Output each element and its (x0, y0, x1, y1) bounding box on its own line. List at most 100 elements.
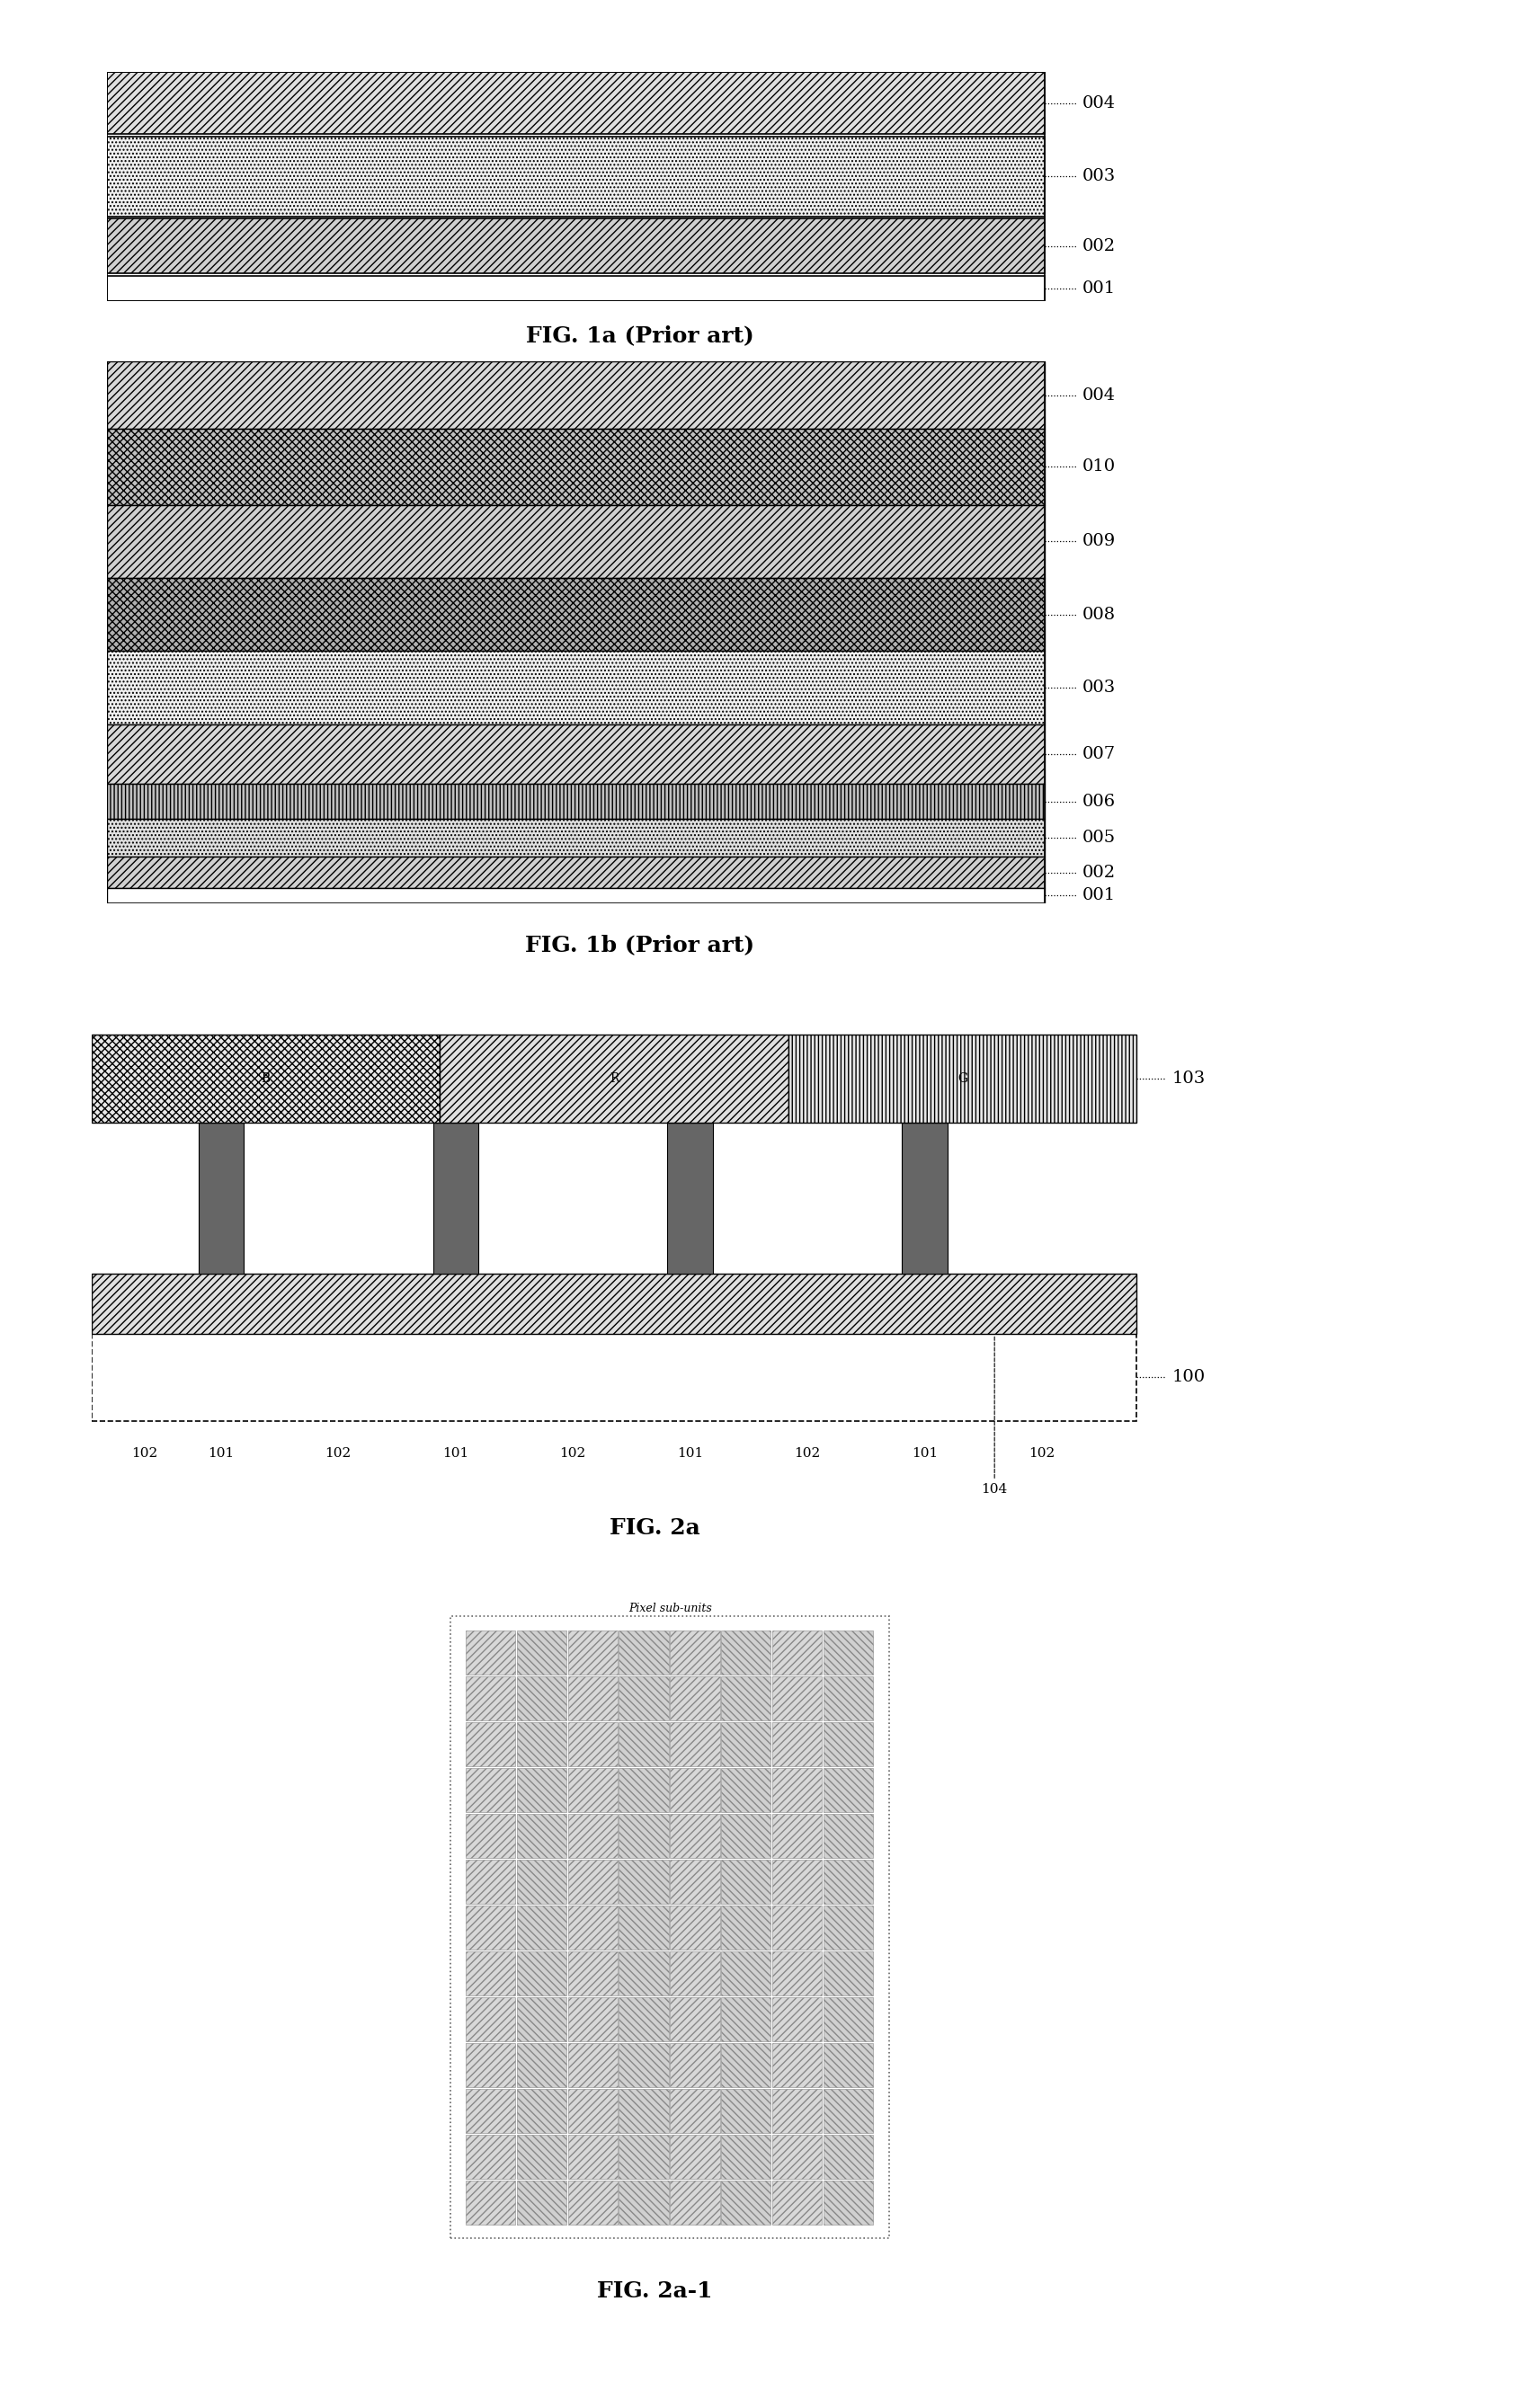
Bar (466, 2182, 515, 2225)
Bar (772, 1996, 822, 2042)
Bar (568, 1767, 617, 1813)
Bar (670, 1676, 720, 1722)
Bar (670, 1905, 720, 1950)
Bar (722, 2088, 771, 2133)
Bar (107, 219, 1045, 275)
Bar (722, 2042, 771, 2088)
Text: 002: 002 (1083, 864, 1115, 881)
Bar (824, 2042, 873, 2088)
Bar (824, 1676, 873, 1722)
Text: 101: 101 (676, 1447, 704, 1459)
Bar (824, 1905, 873, 1950)
Bar (772, 2088, 822, 2133)
Text: 001: 001 (1083, 279, 1115, 296)
Bar (107, 361, 1045, 429)
Text: FIG. 2a: FIG. 2a (609, 1517, 701, 1539)
Bar (824, 2182, 873, 2225)
Bar (466, 1767, 515, 1813)
Text: 009: 009 (1083, 532, 1115, 549)
Bar (618, 1722, 669, 1767)
Bar (618, 1813, 669, 1859)
Bar (722, 2182, 771, 2225)
Bar (772, 1905, 822, 1950)
Bar (670, 1859, 720, 1905)
Bar (568, 1813, 617, 1859)
Bar (824, 2088, 873, 2133)
Bar (670, 1722, 720, 1767)
Text: 102: 102 (795, 1447, 821, 1459)
Text: R: R (609, 1072, 618, 1086)
Text: 002: 002 (1083, 238, 1115, 255)
Bar (670, 1996, 720, 2042)
Text: 003: 003 (1083, 679, 1115, 696)
Text: 102: 102 (559, 1447, 586, 1459)
Bar (466, 1676, 515, 1722)
Bar (618, 1905, 669, 1950)
Bar (516, 2133, 567, 2179)
Bar (516, 1676, 567, 1722)
Bar (516, 1859, 567, 1905)
Bar (722, 1950, 771, 1996)
Bar (772, 1859, 822, 1905)
Bar (670, 1767, 720, 1813)
Bar (466, 1905, 515, 1950)
Bar (722, 1996, 771, 2042)
Text: 100: 100 (1173, 1370, 1206, 1385)
Bar (772, 1950, 822, 1996)
Text: FIG. 1a (Prior art): FIG. 1a (Prior art) (525, 325, 754, 347)
Bar (107, 429, 1045, 506)
Bar (824, 1859, 873, 1905)
Bar (824, 1722, 873, 1767)
Text: G: G (958, 1072, 967, 1086)
Bar (618, 1859, 669, 1905)
Bar (670, 1950, 720, 1996)
Bar (107, 361, 1045, 903)
Bar (466, 2088, 515, 2133)
Bar (824, 2133, 873, 2179)
Text: 103: 103 (1173, 1072, 1206, 1086)
Text: 006: 006 (1083, 792, 1115, 809)
Bar (198, 1122, 244, 1274)
Bar (466, 1996, 515, 2042)
Bar (618, 1950, 669, 1996)
Text: 102: 102 (324, 1447, 352, 1459)
Bar (440, 1035, 789, 1122)
Bar (618, 1630, 669, 1676)
Bar (516, 1722, 567, 1767)
Bar (722, 1676, 771, 1722)
Text: 003: 003 (1083, 169, 1115, 185)
Bar (107, 72, 1045, 301)
Bar (568, 1950, 617, 1996)
Bar (824, 1767, 873, 1813)
Bar (722, 1630, 771, 1676)
Bar (107, 889, 1045, 903)
Bar (772, 2182, 822, 2225)
Bar (722, 2133, 771, 2179)
Bar (516, 1813, 567, 1859)
Text: 008: 008 (1083, 607, 1115, 624)
Bar (670, 1813, 720, 1859)
Bar (466, 2042, 515, 2088)
Bar (722, 1722, 771, 1767)
Text: 007: 007 (1083, 746, 1115, 761)
Text: 004: 004 (1083, 94, 1115, 111)
Bar (722, 1905, 771, 1950)
Bar (516, 1630, 567, 1676)
Bar (618, 2133, 669, 2179)
Bar (618, 1676, 669, 1722)
Bar (107, 72, 1045, 135)
Bar (722, 1859, 771, 1905)
Bar (466, 1813, 515, 1859)
Bar (618, 2042, 669, 2088)
Bar (107, 650, 1045, 725)
Bar (670, 1630, 720, 1676)
Bar (618, 1996, 669, 2042)
Bar (772, 2133, 822, 2179)
Bar (618, 2088, 669, 2133)
Bar (107, 578, 1045, 650)
Bar (568, 1630, 617, 1676)
Text: FIG. 1b (Prior art): FIG. 1b (Prior art) (525, 934, 754, 956)
Text: 001: 001 (1083, 886, 1115, 903)
Bar (772, 1813, 822, 1859)
Bar (107, 506, 1045, 578)
